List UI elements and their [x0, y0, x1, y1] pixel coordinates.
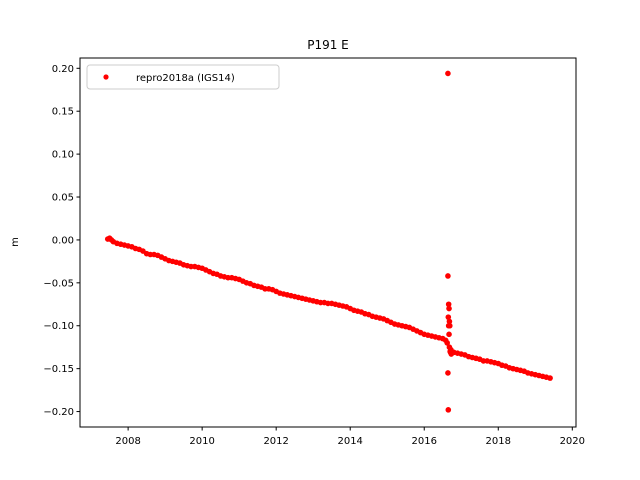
x-tick-label: 2014	[337, 436, 362, 447]
y-tick-label: 0.20	[52, 64, 74, 75]
data-point	[445, 370, 451, 376]
data-point	[445, 407, 452, 413]
data-point	[446, 322, 453, 329]
y-tick-label: −0.15	[43, 364, 74, 375]
data-points	[104, 70, 553, 413]
data-point	[446, 331, 452, 338]
data-point	[446, 305, 452, 312]
y-axis-label: m	[10, 237, 21, 247]
data-point	[446, 318, 453, 325]
y-tick-label: −0.10	[43, 321, 74, 332]
x-tick-label: 2012	[263, 436, 288, 447]
data-point	[445, 314, 452, 320]
data-point	[445, 70, 451, 77]
chart-title: P191 E	[307, 38, 349, 52]
plot-frame	[79, 57, 577, 428]
x-tick-label: 2016	[412, 436, 437, 447]
data-point	[445, 301, 452, 308]
data-point	[445, 273, 451, 279]
y-tick-label: 0.10	[52, 150, 74, 161]
x-tick-label: 2020	[560, 436, 585, 447]
data-point	[444, 340, 450, 346]
legend-marker	[103, 74, 109, 80]
data-point	[547, 375, 553, 381]
y-tick-label: −0.05	[43, 278, 74, 289]
y-tick-label: −0.20	[43, 407, 74, 418]
legend-box	[86, 64, 280, 90]
y-tick-label: 0.05	[52, 193, 74, 204]
x-tick-label: 2010	[189, 436, 214, 447]
x-tick-label: 2008	[115, 436, 140, 447]
x-axis: 2008 2010 2012 2014 2016 2018 2020	[115, 427, 585, 447]
y-axis: 0.20 0.15 0.10 0.05 0.00 −0.05 −0.10 −0.15 −0.20	[43, 64, 80, 418]
legend: repro2018a (IGS14)	[86, 64, 280, 90]
y-tick-label: 0.15	[52, 107, 74, 118]
legend-label: repro2018a (IGS14)	[136, 73, 235, 84]
x-tick-label: 2018	[486, 436, 511, 447]
y-tick-label: 0.00	[52, 235, 74, 246]
